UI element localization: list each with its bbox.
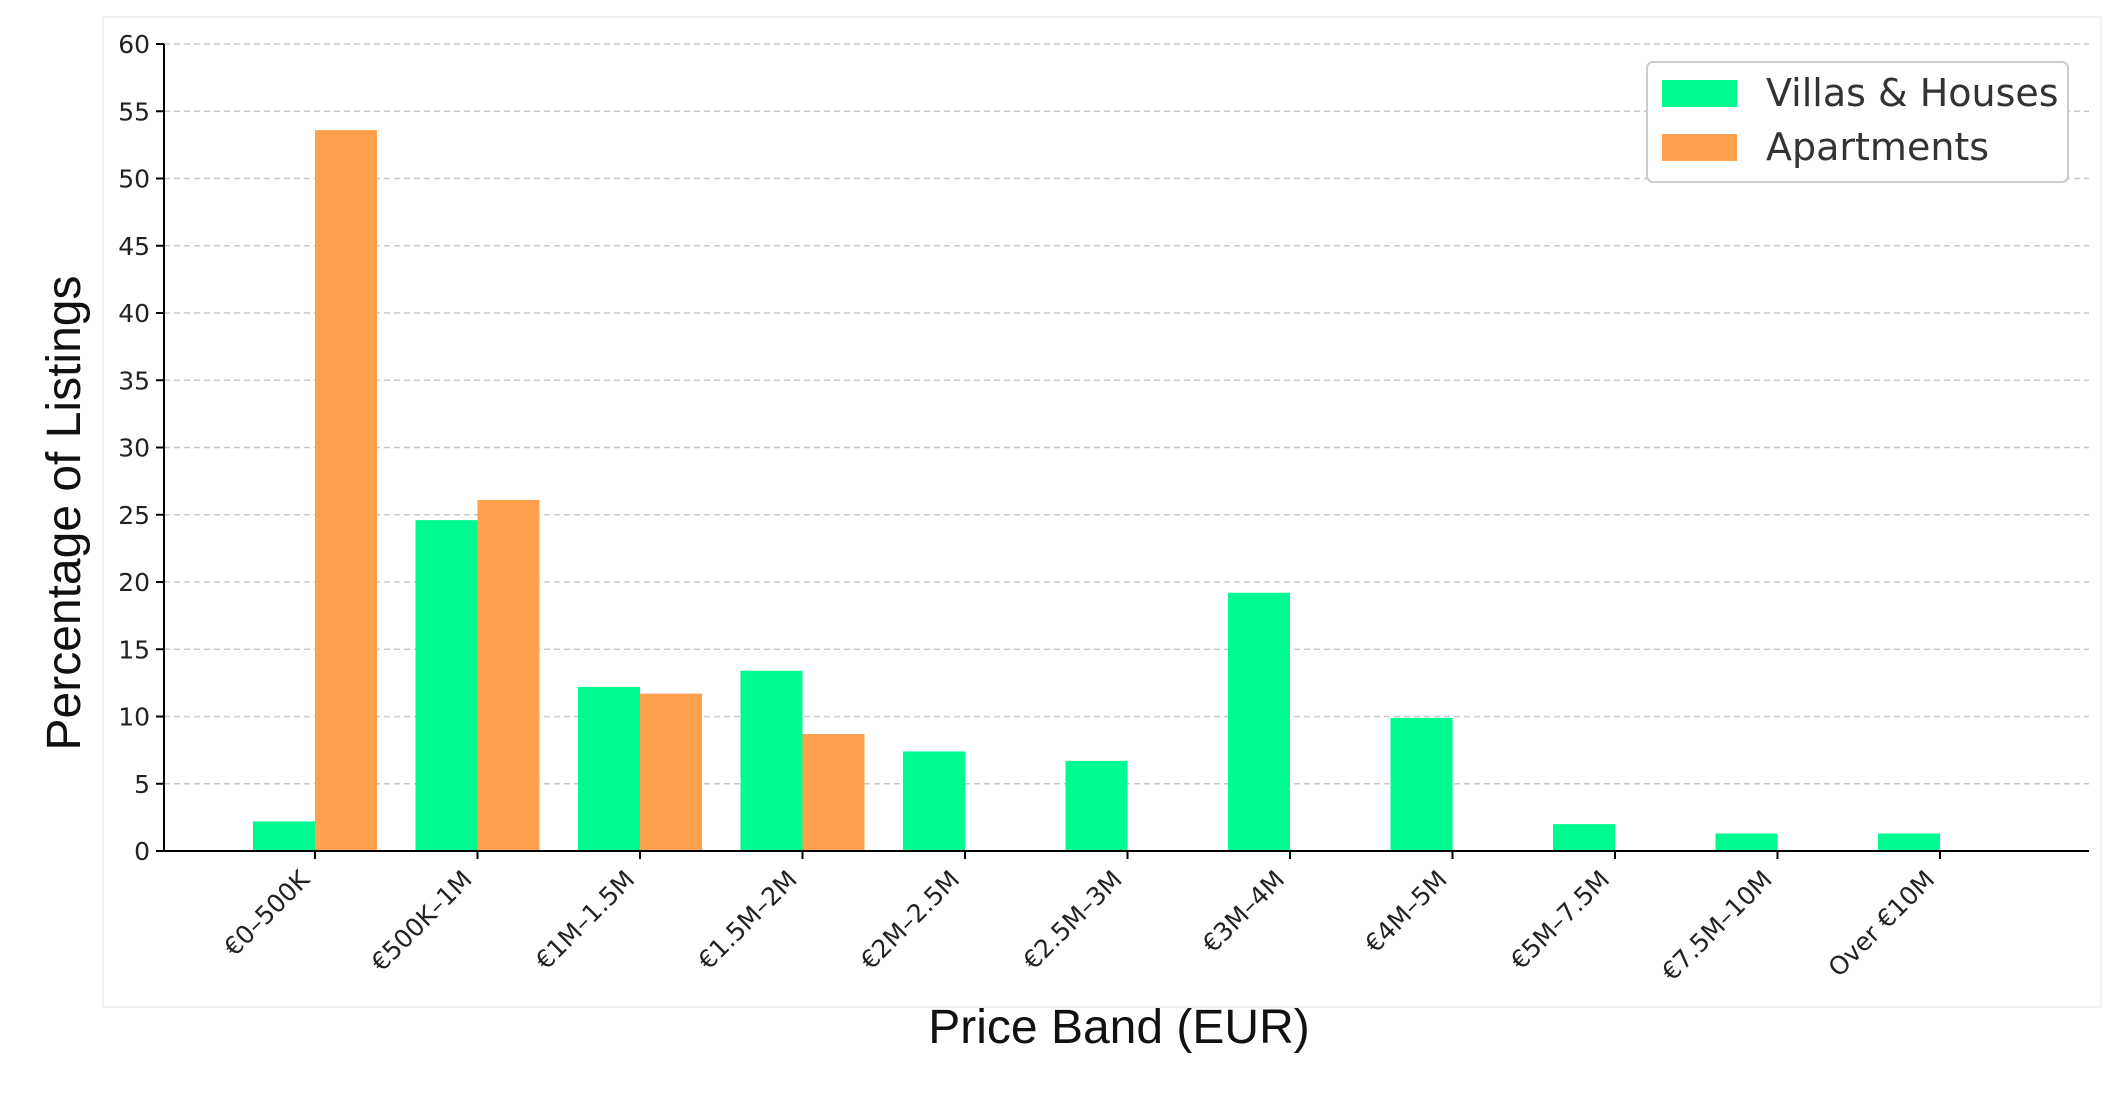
legend: Villas & Houses Apartments bbox=[1646, 61, 2069, 183]
legend-box bbox=[1646, 61, 2069, 183]
bar-villas-0 bbox=[253, 821, 315, 851]
y-tick-label: 5 bbox=[134, 770, 150, 799]
y-tick-label: 60 bbox=[118, 30, 150, 59]
x-tick-labels: €0–500K €500K–1M €1M–1.5M €1.5M–2M €2M–2.5M €… bbox=[218, 851, 1941, 987]
x-tick-label: €2M–2.5M bbox=[855, 865, 965, 975]
legend-swatch-apartments bbox=[1662, 134, 1737, 161]
x-tick-label: €500K–1M bbox=[365, 865, 477, 977]
y-tick-label: 30 bbox=[118, 434, 150, 463]
x-tick-label: €1.5M–2M bbox=[692, 865, 802, 975]
bar-apartments-0 bbox=[315, 130, 377, 851]
x-axis-title: Price Band (EUR) bbox=[928, 1001, 1309, 1054]
bar-villas-10 bbox=[1878, 833, 1940, 851]
bar-villas-6 bbox=[1228, 592, 1290, 851]
x-tick-label: €0–500K bbox=[218, 864, 316, 962]
legend-label-villas: Villas & Houses bbox=[1766, 71, 2059, 115]
y-tick-label: 25 bbox=[118, 501, 150, 530]
bar-villas-4 bbox=[903, 751, 965, 851]
bar-apartments-2 bbox=[640, 693, 702, 851]
y-tick-label: 50 bbox=[118, 165, 150, 194]
bar-villas-5 bbox=[1065, 760, 1128, 851]
y-tick-label: 40 bbox=[118, 299, 150, 328]
figure-frame bbox=[102, 16, 2102, 1008]
bar-apartments-3 bbox=[802, 733, 865, 851]
bar-villas-3 bbox=[740, 670, 803, 851]
y-tick-labels: 0 5 10 15 20 25 30 35 40 45 50 55 60 bbox=[118, 30, 164, 866]
legend-label-apartments: Apartments bbox=[1766, 125, 1989, 169]
bar-villas-8 bbox=[1553, 824, 1615, 851]
bar-villas-2 bbox=[578, 686, 640, 851]
x-tick-label: €7.5M–10M bbox=[1656, 865, 1778, 987]
legend-swatch-villas bbox=[1662, 80, 1737, 107]
x-tick-label: €1M–1.5M bbox=[530, 865, 640, 975]
bar-villas-1 bbox=[415, 520, 478, 851]
x-tick-label: €5M–7.5M bbox=[1505, 865, 1615, 975]
y-tick-label: 55 bbox=[118, 97, 150, 126]
y-tick-label: 20 bbox=[118, 568, 150, 597]
bar-villas-9 bbox=[1715, 833, 1778, 851]
y-tick-label: 10 bbox=[118, 703, 150, 732]
y-tick-label: 45 bbox=[118, 232, 150, 261]
x-tick-label: Over €10M bbox=[1823, 865, 1941, 983]
x-tick-label: €3M–4M bbox=[1197, 865, 1291, 959]
bar-apartments-1 bbox=[477, 499, 540, 851]
y-tick-label: 15 bbox=[118, 635, 150, 664]
x-tick-label: €2.5M–3M bbox=[1017, 865, 1127, 975]
y-tick-label: 0 bbox=[134, 837, 150, 866]
bars bbox=[253, 130, 1940, 851]
y-tick-label: 35 bbox=[118, 366, 150, 395]
bar-villas-7 bbox=[1390, 717, 1453, 851]
y-axis-title: Percentage of Listings bbox=[38, 276, 91, 751]
x-tick-label: €4M–5M bbox=[1359, 865, 1453, 959]
